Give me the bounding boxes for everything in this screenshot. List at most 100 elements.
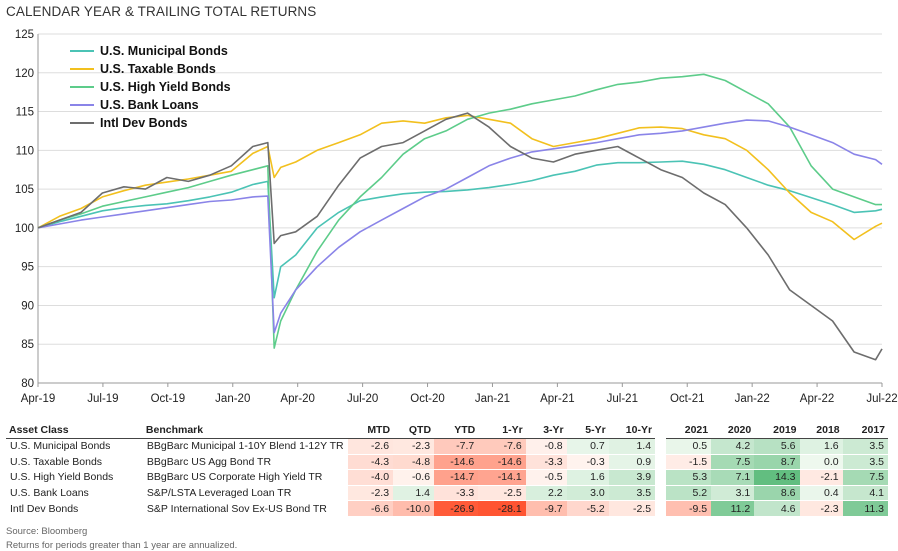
table-cell: 1.6 [799, 439, 843, 455]
column-header: MTD [347, 422, 394, 439]
table-cell: BBgBarc US Agg Bond TR [142, 454, 348, 471]
annualized-note: Returns for periods greater than 1 year … [6, 540, 238, 551]
table-cell: -2.1 [799, 470, 843, 486]
table-cell: -4.0 [347, 470, 394, 486]
x-tick-label: Jul-21 [607, 393, 638, 405]
table-row: U.S. Taxable Bonds BBgBarc US Agg Bond TR… [6, 454, 888, 471]
table-cell: -2.5 [608, 501, 656, 517]
table-cell: 4.6 [754, 501, 800, 517]
column-header: Benchmark [142, 422, 348, 439]
table-row: U.S. Municipal Bonds BBgBarc Municipal 1-… [6, 439, 888, 455]
table-cell: -2.3 [393, 439, 435, 455]
table-cell: U.S. Bank Loans [6, 485, 143, 502]
x-tick-label: Apr-22 [800, 393, 835, 405]
legend-swatch [70, 104, 94, 106]
legend-swatch [70, 50, 94, 52]
table-cell: 5.2 [665, 485, 712, 502]
table-cell: 11.2 [711, 501, 755, 517]
x-tick-label: Jul-19 [87, 393, 118, 405]
table-cell: 3.1 [711, 485, 755, 502]
column-header: QTD [393, 422, 435, 439]
table-cell: -4.3 [347, 454, 394, 471]
y-tick-label: 115 [16, 107, 34, 119]
table-row: U.S. High Yield Bonds BBgBarc US Corporat… [6, 470, 888, 486]
x-tick-label: Apr-21 [540, 393, 575, 405]
table-cell: -7.6 [478, 439, 526, 455]
table-cell: -2.5 [478, 485, 526, 502]
table-cell: BBgBarc US Corporate High Yield TR [142, 470, 348, 486]
table-cell [655, 501, 666, 517]
legend-swatch [70, 122, 94, 124]
x-tick-label: Oct-19 [151, 393, 186, 405]
table-header-row: Asset Class Benchmark MTD QTD YTD 1-Yr 3-Yr 5-Y… [6, 422, 888, 439]
legend-label: U.S. Bank Loans [100, 98, 199, 112]
returns-table: Asset Class Benchmark MTD QTD YTD 1-Yr 3-Yr 5-Y… [6, 422, 888, 517]
column-header: Asset Class [6, 422, 143, 439]
y-tick-label: 120 [15, 68, 34, 80]
table-cell: -14.6 [434, 454, 479, 471]
table-cell: 5.6 [754, 439, 800, 455]
column-header: 5-Yr [566, 422, 609, 439]
table-cell: -5.2 [566, 501, 609, 517]
table-cell [655, 485, 666, 502]
table-cell: S&P/LSTA Leveraged Loan TR [142, 485, 348, 502]
table-cell: 5.3 [665, 470, 712, 486]
table-cell: 3.5 [842, 439, 888, 455]
table-cell: 0.7 [566, 439, 609, 455]
table-cell: 0.0 [799, 454, 843, 471]
table-cell: U.S. Municipal Bonds [6, 439, 143, 455]
column-header: 2021 [665, 422, 712, 439]
table-cell: 1.4 [393, 485, 435, 502]
table-cell: 11.3 [842, 501, 888, 517]
line-chart: 80 85 90 95 100 105 110 115 120 125 Apr-19 Jul-19 Oc… [15, 29, 898, 405]
table-cell [655, 470, 666, 486]
legend-swatch [70, 68, 94, 70]
column-header: 2017 [842, 422, 888, 439]
legend-label: Intl Dev Bonds [100, 116, 188, 130]
table-cell: 0.9 [608, 454, 656, 471]
y-tick-label: 90 [21, 300, 34, 312]
series-line-5 [37, 112, 883, 361]
table-cell: -9.5 [665, 501, 712, 517]
table-cell: S&P International Sov Ex-US Bond TR [142, 501, 348, 517]
table-cell: 7.5 [711, 454, 755, 471]
table-cell: -0.3 [566, 454, 609, 471]
table-cell: -26.9 [434, 501, 479, 517]
table-row: Intl Dev Bonds S&P International Sov Ex-U… [6, 501, 888, 517]
table-cell: 0.5 [665, 439, 712, 455]
x-tick-label: Jan-20 [215, 393, 250, 405]
y-tick-label: 95 [21, 262, 34, 274]
legend-item: U.S. Taxable Bonds [70, 60, 231, 78]
y-tick-label: 125 [15, 29, 34, 41]
table-cell: -0.6 [393, 470, 435, 486]
column-header: 2018 [799, 422, 843, 439]
table-row: U.S. Bank Loans S&P/LSTA Leveraged Loan T… [6, 485, 888, 502]
table-cell: -4.8 [393, 454, 435, 471]
table-cell: 3.0 [566, 485, 609, 502]
table-cell: -9.7 [525, 501, 567, 517]
table-cell: -2.3 [799, 501, 843, 517]
table-cell: 3.9 [608, 470, 656, 486]
table-cell: BBgBarc Municipal 1-10Y Blend 1-12Y TR [142, 439, 348, 455]
x-tick-label: Jul-22 [866, 393, 897, 405]
y-tick-label: 105 [15, 184, 34, 196]
legend-label: U.S. Municipal Bonds [100, 44, 228, 58]
column-gap [655, 422, 666, 439]
column-header: 2019 [754, 422, 800, 439]
table-cell: 14.3 [754, 470, 800, 486]
table-cell: -14.7 [434, 470, 479, 486]
table-cell: 3.5 [842, 454, 888, 471]
x-tick-label: Apr-19 [21, 393, 56, 405]
x-tick-label: Jan-21 [475, 393, 510, 405]
legend-item: U.S. High Yield Bonds [70, 78, 231, 96]
table-cell: -3.3 [525, 454, 567, 471]
table-cell: 8.7 [754, 454, 800, 471]
table-cell: -0.5 [525, 470, 567, 486]
table-cell: -7.7 [434, 439, 479, 455]
legend-item: Intl Dev Bonds [70, 114, 231, 132]
legend-item: U.S. Municipal Bonds [70, 42, 231, 60]
table-cell: 4.1 [842, 485, 888, 502]
table-cell: 0.4 [799, 485, 843, 502]
column-header: YTD [434, 422, 479, 439]
table-cell: 1.6 [566, 470, 609, 486]
